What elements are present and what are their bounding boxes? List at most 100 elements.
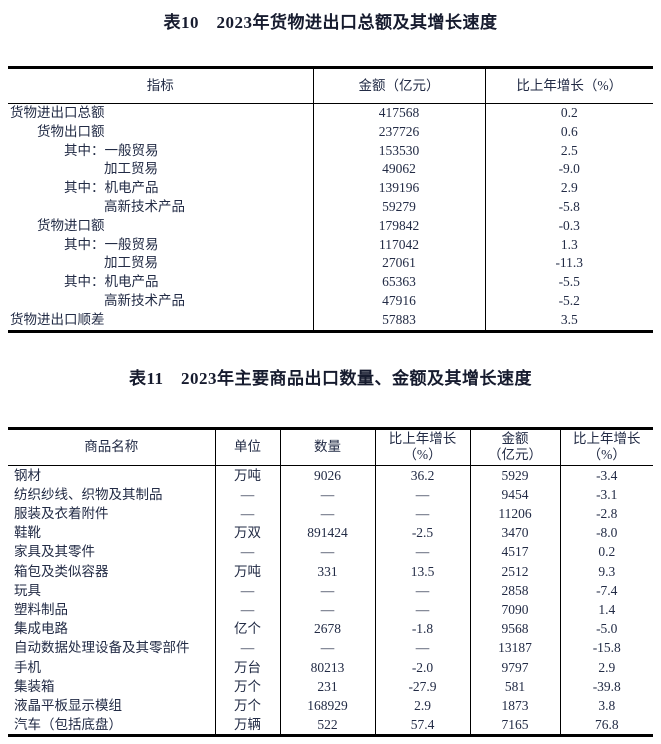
quantity-cell: 168929 <box>279 696 375 716</box>
indicator-cell: 加工贸易 <box>104 161 158 177</box>
qty-growth-cell: -27.9 <box>374 676 470 696</box>
amount-cell: 5929 <box>469 465 560 485</box>
amt-growth-cell: 76.8 <box>559 715 653 736</box>
quantity-cell: 80213 <box>279 657 375 677</box>
unit-cell: 万辆 <box>214 715 280 736</box>
header-text: 比上年增长 <box>573 431 641 447</box>
product-cell: 箱包及类似容器 <box>14 563 109 579</box>
table-row: 货物进出口总额 417568 0.2 <box>8 103 653 123</box>
amount-cell: 417568 <box>312 103 485 123</box>
amt-growth-cell: -5.0 <box>559 619 653 639</box>
growth-cell: -0.3 <box>484 216 653 236</box>
growth-cell: -5.8 <box>484 197 653 217</box>
table11-col-unit: 单位 <box>214 428 280 466</box>
unit-cell: — <box>214 580 280 600</box>
unit-cell: 万吨 <box>214 561 280 581</box>
table-row: 液晶平板显示模组 万个 168929 2.9 1873 3.8 <box>8 696 653 716</box>
product-cell: 液晶平板显示模组 <box>14 698 122 713</box>
growth-cell: 1.3 <box>484 235 653 255</box>
table-row: 其中：机电产品 65363 -5.5 <box>8 273 653 292</box>
amount-cell: 27061 <box>312 254 485 274</box>
product-cell: 集成电路 <box>14 621 68 637</box>
amount-cell: 2858 <box>469 580 560 600</box>
amt-growth-cell: -39.8 <box>559 676 653 696</box>
indicator-cell: 其中：一般贸易 <box>64 236 159 252</box>
table11-col-product: 商品名称 <box>8 428 215 466</box>
table11-col-amount: 金额 （亿元） <box>469 428 560 466</box>
amount-cell: 4517 <box>469 542 560 562</box>
amt-growth-cell: 1.4 <box>559 599 653 620</box>
table10-title: 表10 2023年货物进出口总额及其增长速度 <box>163 13 498 32</box>
product-cell: 塑料制品 <box>14 601 68 617</box>
unit-cell: 亿个 <box>214 619 280 639</box>
product-cell: 鞋靴 <box>14 525 41 541</box>
unit-cell: — <box>214 638 280 658</box>
indicator-cell: 其中：机电产品 <box>64 274 159 290</box>
growth-cell: 0.2 <box>484 103 653 123</box>
table11: 商品名称 单位 数量 比上年增长 （%） 金额 （亿元） 比上年增长 （%） 钢… <box>8 426 653 738</box>
quantity-cell: 2678 <box>279 619 375 639</box>
indicator-cell: 货物进出口顺差 <box>10 311 105 327</box>
amount-cell: 11206 <box>469 503 560 524</box>
amount-cell: 47916 <box>312 291 485 311</box>
indicator-cell: 货物出口额 <box>37 123 105 139</box>
quantity-cell: 891424 <box>279 523 375 543</box>
amount-cell: 65363 <box>312 273 485 292</box>
table-row: 其中：机电产品 139196 2.9 <box>8 179 653 198</box>
amount-cell: 49062 <box>312 160 485 180</box>
amount-cell: 3470 <box>469 523 560 543</box>
table-row: 货物进口额 179842 -0.3 <box>8 216 653 236</box>
header-text: 金额 <box>501 431 529 447</box>
amount-cell: 1873 <box>469 696 560 716</box>
product-cell: 纺织纱线、织物及其制品 <box>14 486 163 502</box>
amt-growth-cell: -2.8 <box>559 503 653 524</box>
table-row: 塑料制品 — — —7090 1.4 <box>8 599 653 620</box>
table10: 指标 金额（亿元） 比上年增长（%） 货物进出口总额 417568 0.2 货物出口额… <box>8 66 653 333</box>
amount-cell: 7090 <box>469 599 560 620</box>
qty-growth-cell: — <box>374 599 470 620</box>
table-row: 纺织纱线、织物及其制品 — — —9454 -3.1 <box>8 484 653 504</box>
unit-cell: — <box>214 542 280 562</box>
quantity-cell: 331 <box>279 561 375 581</box>
growth-cell: 0.6 <box>484 122 653 142</box>
amount-cell: 179842 <box>312 216 485 236</box>
amount-cell: 237726 <box>312 122 485 142</box>
header-text: 商品名称 <box>84 439 139 455</box>
table10-body: 货物进出口总额 417568 0.2 货物出口额 237726 0.6 其中：一般贸易 153… <box>8 103 653 332</box>
indicator-cell: 货物进出口总额 <box>10 105 105 120</box>
table-row: 加工贸易 49062 -9.0 <box>8 160 653 180</box>
table-row: 手机 万台 80213 -2.0 9797 2.9 <box>8 657 653 677</box>
qty-growth-cell: -1.8 <box>374 619 470 639</box>
table-row: 箱包及类似容器 万吨 331 13.5 2512 9.3 <box>8 561 653 581</box>
indicator-cell: 高新技术产品 <box>104 292 185 308</box>
quantity-cell: — <box>279 638 375 658</box>
qty-growth-cell: -2.5 <box>374 523 470 543</box>
header-text: （亿元） <box>488 447 542 463</box>
table11-title: 表11 2023年主要商品出口数量、金额及其增长速度 <box>128 368 533 388</box>
amt-growth-cell: -15.8 <box>559 638 653 658</box>
product-cell: 汽车（包括底盘） <box>14 717 122 733</box>
qty-growth-cell: — <box>374 542 470 562</box>
growth-cell: 2.5 <box>484 141 653 161</box>
amount-cell: 153530 <box>312 141 485 161</box>
indicator-cell: 其中：一般贸易 <box>64 142 159 158</box>
amount-cell: 581 <box>469 676 560 696</box>
growth-cell: 3.5 <box>484 310 653 332</box>
table-row: 其中：一般贸易 117042 1.3 <box>8 235 653 255</box>
growth-cell: -11.3 <box>484 254 653 274</box>
amount-cell: 13187 <box>469 638 560 658</box>
amount-cell: 7165 <box>469 715 560 736</box>
amt-growth-cell: 0.2 <box>559 542 653 562</box>
table11-col-amt-growth: 比上年增长 （%） <box>559 428 653 466</box>
amt-growth-cell: -3.1 <box>559 484 653 504</box>
product-cell: 家具及其零件 <box>14 544 95 560</box>
product-cell: 自动数据处理设备及其零部件 <box>14 640 190 656</box>
amt-growth-cell: 2.9 <box>559 657 653 677</box>
product-cell: 服装及衣着附件 <box>14 505 109 521</box>
amount-cell: 2512 <box>469 561 560 581</box>
qty-growth-cell: 13.5 <box>374 561 470 581</box>
unit-cell: — <box>214 484 280 504</box>
table-row: 货物进出口顺差 57883 3.5 <box>8 310 653 332</box>
table-row: 汽车（包括底盘） 万辆 522 57.4 7165 76.8 <box>8 715 653 736</box>
table10-col-indicator: 指标 <box>8 67 313 104</box>
